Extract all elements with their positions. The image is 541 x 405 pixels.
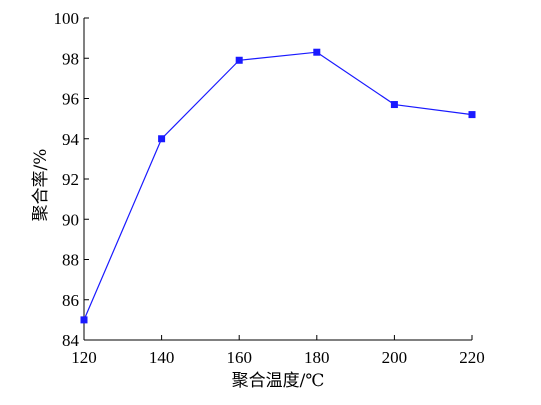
y-tick-label: 100: [54, 9, 80, 28]
data-point-marker: [390, 101, 398, 109]
y-tick-label: 86: [62, 291, 79, 310]
y-tick-label: 84: [62, 331, 80, 350]
x-tick-label: 140: [149, 348, 175, 367]
data-point-marker: [80, 316, 88, 324]
x-tick-label: 220: [459, 348, 485, 367]
data-point-marker: [313, 48, 321, 56]
y-tick-label: 98: [62, 49, 79, 68]
y-axis-label: 聚合率/%: [31, 149, 51, 222]
x-tick-label: 200: [382, 348, 408, 367]
x-tick-label: 120: [71, 348, 97, 367]
data-point-marker: [468, 111, 476, 119]
y-tick-label: 96: [62, 90, 79, 109]
x-tick-label: 180: [304, 348, 330, 367]
data-point-marker: [158, 135, 166, 143]
y-tick-label: 90: [62, 210, 79, 229]
plot-area: [83, 18, 472, 341]
y-tick-label: 92: [62, 170, 79, 189]
series-line: [83, 51, 473, 321]
series-layer: [80, 48, 476, 324]
y-tick-label: 94: [62, 130, 80, 149]
x-tick-label: 160: [226, 348, 252, 367]
x-axis-ticks: 120 140 160 180 200 220: [71, 335, 485, 367]
data-point-marker: [235, 56, 243, 64]
x-axis-label: 聚合温度/℃: [232, 371, 325, 391]
y-axis-ticks: 84 86 88 90 92 94 96 98 100: [54, 9, 89, 350]
y-tick-label: 88: [62, 251, 79, 270]
